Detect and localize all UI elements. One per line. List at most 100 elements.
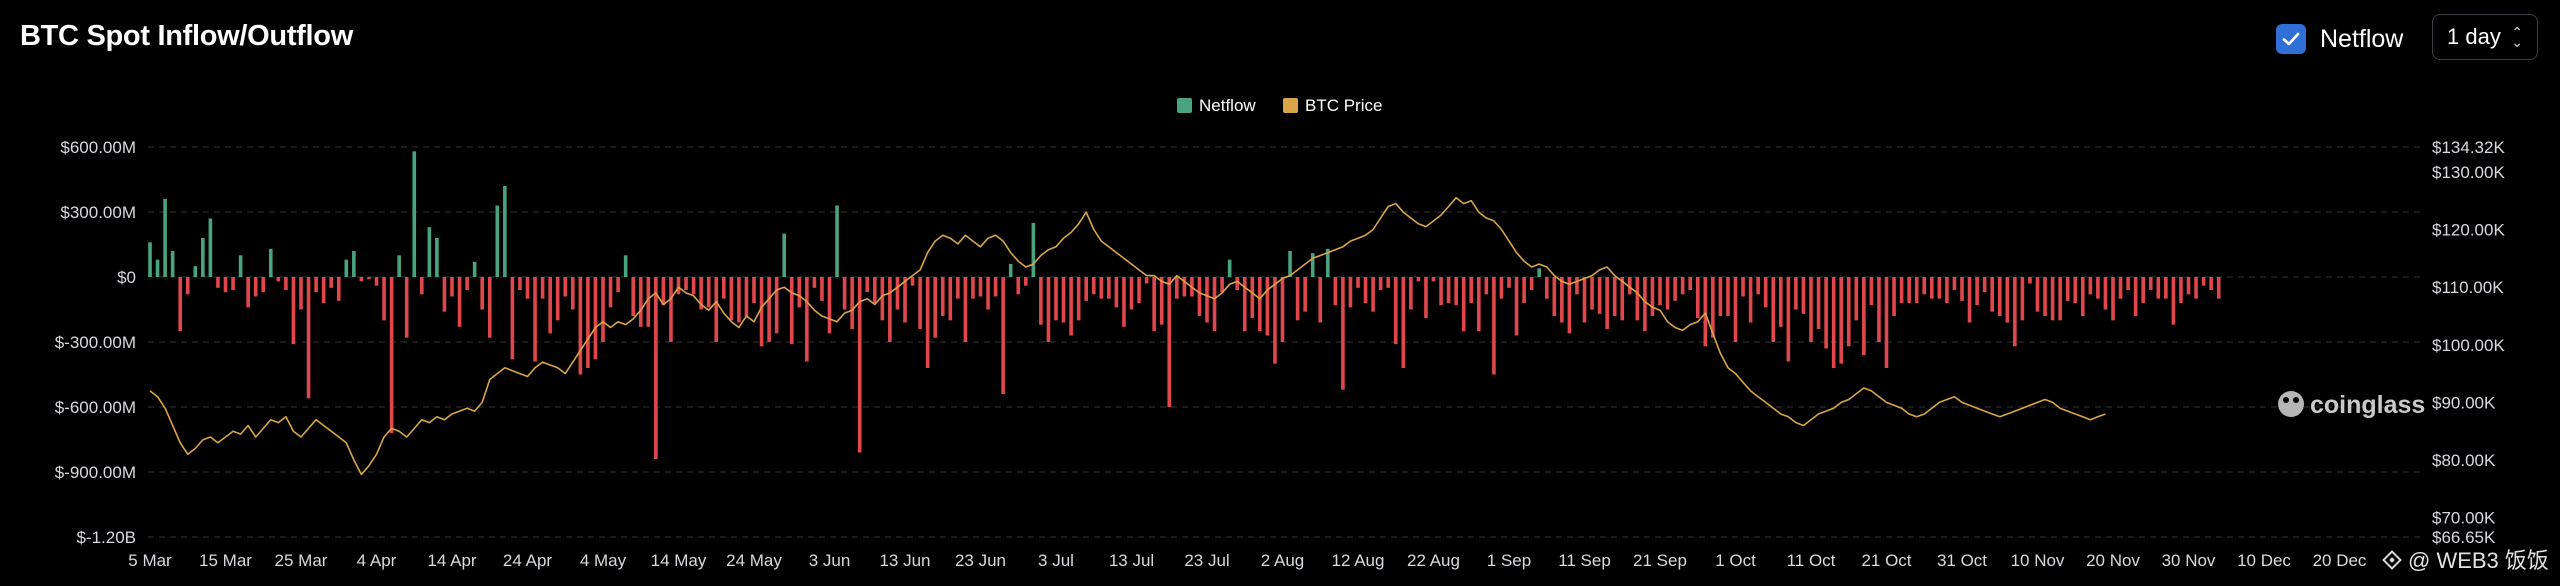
netflow-bar[interactable] [1703,277,1708,347]
netflow-bar[interactable] [1914,277,1919,303]
netflow-bar[interactable] [382,277,386,321]
netflow-bar[interactable] [269,248,273,277]
netflow-bar[interactable] [608,277,613,308]
netflow-bar[interactable] [2164,277,2168,299]
netflow-bar[interactable] [586,277,590,368]
legend-label-netflow[interactable]: Netflow [1199,96,1256,115]
netflow-bar[interactable] [1439,277,1443,306]
netflow-bar[interactable] [873,277,877,303]
netflow-bar[interactable] [1258,277,1262,332]
netflow-bar[interactable] [1982,277,1987,293]
netflow-bar[interactable] [971,277,975,299]
netflow-bar[interactable] [1695,277,1700,319]
netflow-bar[interactable] [2096,277,2100,299]
netflow-bar[interactable] [1363,277,1368,303]
netflow-bar[interactable] [842,277,847,310]
netflow-bar[interactable] [782,233,786,277]
netflow-bar[interactable] [276,277,281,282]
netflow-bar[interactable] [457,277,462,327]
netflow-bar[interactable] [480,277,484,310]
netflow-bar[interactable] [2156,277,2161,299]
netflow-bar[interactable] [465,277,469,290]
netflow-bar[interactable] [1537,268,1541,277]
netflow-bar[interactable] [1076,277,1081,321]
netflow-bar[interactable] [404,277,409,338]
netflow-bar[interactable] [1393,277,1398,345]
netflow-bar[interactable] [963,277,968,342]
netflow-bar[interactable] [1522,277,1526,303]
netflow-bar[interactable] [623,255,628,277]
netflow-bar[interactable] [669,277,673,342]
netflow-bar[interactable] [2013,277,2017,347]
netflow-bar[interactable] [1341,277,1345,390]
netflow-bar[interactable] [774,277,779,334]
netflow-bar[interactable] [654,277,658,459]
netflow-bar[interactable] [1605,277,1609,329]
netflow-bar[interactable] [1386,277,1390,288]
netflow-bar[interactable] [1907,277,1911,303]
netflow-bar[interactable] [1620,277,1625,321]
netflow-bar[interactable] [1930,277,1934,299]
netflow-bar[interactable] [820,277,824,301]
netflow-bar[interactable] [2209,277,2213,290]
netflow-bar[interactable] [525,277,530,299]
netflow-bar[interactable] [993,277,998,297]
netflow-bar[interactable] [1967,277,1972,323]
netflow-bar[interactable] [1129,277,1134,310]
netflow-bar[interactable] [374,277,379,286]
netflow-bar[interactable] [1575,277,1579,295]
netflow-bar[interactable] [1590,277,1594,310]
netflow-bar[interactable] [2058,277,2062,321]
netflow-bar[interactable] [2179,277,2183,303]
netflow-bar[interactable] [1144,277,1149,284]
netflow-bar[interactable] [487,277,492,338]
netflow-bar[interactable] [359,277,364,282]
netflow-bar[interactable] [472,261,477,277]
netflow-checkbox[interactable] [2276,24,2306,54]
netflow-bar[interactable] [1567,277,1572,334]
netflow-bar[interactable] [1582,277,1587,323]
netflow-bar[interactable] [2148,277,2153,290]
netflow-bar[interactable] [2186,277,2191,295]
netflow-bar[interactable] [880,277,885,321]
netflow-bar[interactable] [1756,277,1760,295]
netflow-bar[interactable] [1741,277,1745,297]
netflow-bar[interactable] [1786,277,1791,362]
netflow-bar[interactable] [2020,277,2025,321]
netflow-bar[interactable] [1809,277,1813,342]
netflow-bar[interactable] [2035,277,2040,312]
netflow-bar[interactable] [1673,277,1677,301]
netflow-bar[interactable] [1899,277,1904,303]
netflow-bar[interactable] [850,277,854,329]
netflow-bar[interactable] [1107,277,1111,299]
netflow-bar[interactable] [1333,277,1338,306]
netflow-bar[interactable] [1816,277,1821,329]
netflow-bar[interactable] [1122,277,1126,327]
netflow-bar[interactable] [1794,277,1798,310]
netflow-bar[interactable] [737,277,741,323]
netflow-bar[interactable] [2103,277,2108,310]
netflow-bar[interactable] [1182,277,1187,297]
netflow-bar[interactable] [1039,277,1043,325]
netflow-bar[interactable] [1061,277,1066,323]
netflow-bar[interactable] [1152,277,1156,332]
netflow-bar[interactable] [940,277,945,316]
netflow-bar[interactable] [1680,277,1685,295]
netflow-bar[interactable] [1514,277,1519,336]
netflow-bar[interactable] [684,277,688,290]
netflow-bar[interactable] [676,277,681,295]
netflow-bar[interactable] [1658,277,1662,306]
netflow-bar[interactable] [1824,277,1828,349]
netflow-bar[interactable] [1416,277,1421,282]
netflow-bar[interactable] [1635,277,1640,321]
netflow-bar[interactable] [812,277,817,288]
netflow-bar[interactable] [336,277,341,301]
netflow-bar[interactable] [1952,277,1957,290]
legend-label-btc-price[interactable]: BTC Price [1305,96,1382,115]
netflow-bar[interactable] [1084,277,1088,301]
netflow-bar[interactable] [1069,277,1073,336]
netflow-bar[interactable] [1220,277,1224,293]
netflow-bar[interactable] [1718,277,1723,316]
netflow-bar[interactable] [1945,277,1949,303]
netflow-bar[interactable] [2194,277,2198,299]
